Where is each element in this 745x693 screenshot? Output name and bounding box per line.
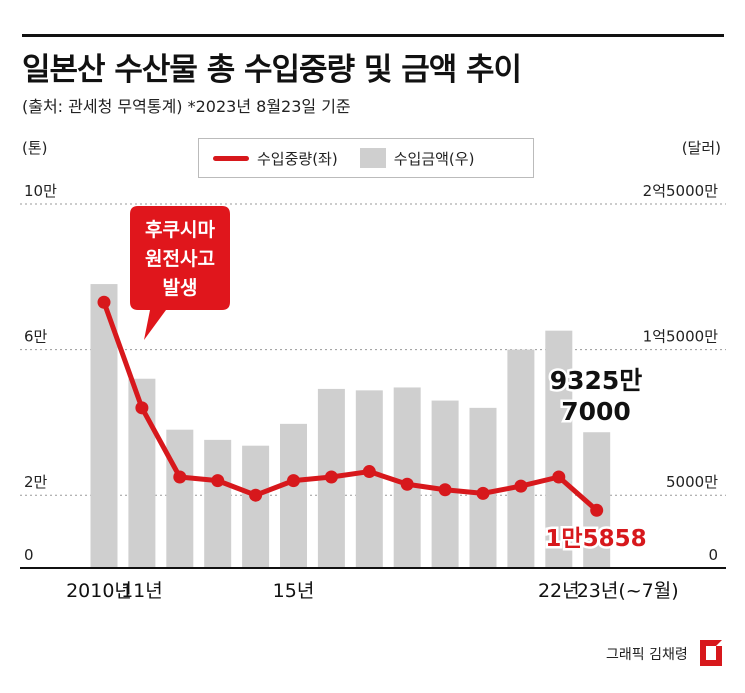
right-axis-tick-label: 0 (708, 546, 718, 564)
bar (393, 387, 421, 568)
line-point (438, 483, 452, 497)
line-point (211, 474, 225, 488)
chart-title: 일본산 수산물 총 수입중량 및 금액 추이 (22, 52, 522, 88)
bar (166, 429, 194, 568)
line-point (135, 401, 149, 415)
line-point (97, 295, 111, 309)
line-point (476, 486, 490, 500)
top-rule (22, 34, 724, 37)
legend-label-amount: 수입금액(우) (393, 149, 475, 168)
x-tick-label: 15년 (273, 580, 315, 602)
line-series (97, 295, 604, 517)
line-point (400, 477, 414, 491)
chart-subtitle: (출처: 관세청 무역통계) *2023년 8월23일 기준 (22, 97, 351, 116)
legend-item-amount: 수입금액(우) (338, 148, 475, 169)
x-tick-label: 2010년 (66, 580, 132, 602)
left-axis-tick-label: 10만 (24, 182, 57, 200)
legend: 수입중량(좌) 수입금액(우) (198, 138, 534, 178)
legend-label-weight: 수입중량(좌) (257, 149, 338, 168)
bar (242, 445, 270, 568)
line-point (552, 470, 566, 484)
line-point (249, 488, 263, 502)
bar (507, 349, 535, 568)
bar-series (90, 284, 611, 568)
line-point (287, 474, 300, 488)
bar (545, 330, 573, 568)
x-tick-label: 23년(~7월) (577, 580, 679, 602)
callout-text: 발생 (163, 277, 198, 299)
left-axis-tick-label: 0 (24, 546, 34, 564)
bar (355, 390, 383, 568)
publisher-logo-icon (700, 640, 722, 666)
right-axis-tick-label: 5000만 (666, 473, 718, 491)
left-axis-unit: (톤) (22, 139, 48, 157)
right-axis-tick-label: 2억5000만 (643, 182, 719, 200)
graphic-credit: 그래픽 김채령 (606, 647, 688, 663)
line-point (514, 479, 528, 493)
callout-text: 원전사고 (145, 248, 215, 270)
legend-line-swatch (213, 155, 249, 161)
callout-bubble (130, 206, 230, 340)
line-point (362, 465, 376, 479)
right-axis-unit: (달러) (681, 139, 721, 157)
line-point (590, 503, 604, 517)
left-axis-tick-label: 2만 (24, 473, 48, 491)
callout-text: 후쿠시마 (145, 219, 215, 241)
legend-item-weight: 수입중량(좌) (199, 148, 338, 169)
x-tick-label: 11년 (121, 580, 163, 602)
bar (280, 423, 307, 568)
bar-value-label: 7000 (561, 397, 631, 426)
line-value-label: 1만5858 (545, 526, 646, 552)
line-point (324, 470, 338, 484)
bar (204, 439, 232, 568)
legend-bar-swatch (359, 148, 386, 168)
x-tick-label: 22년 (538, 580, 580, 602)
left-axis-tick-label: 6만 (24, 328, 48, 346)
line-point (173, 470, 187, 484)
right-axis-tick-label: 1억5000만 (643, 328, 719, 346)
bar-value-label: 9325만 (550, 366, 643, 395)
